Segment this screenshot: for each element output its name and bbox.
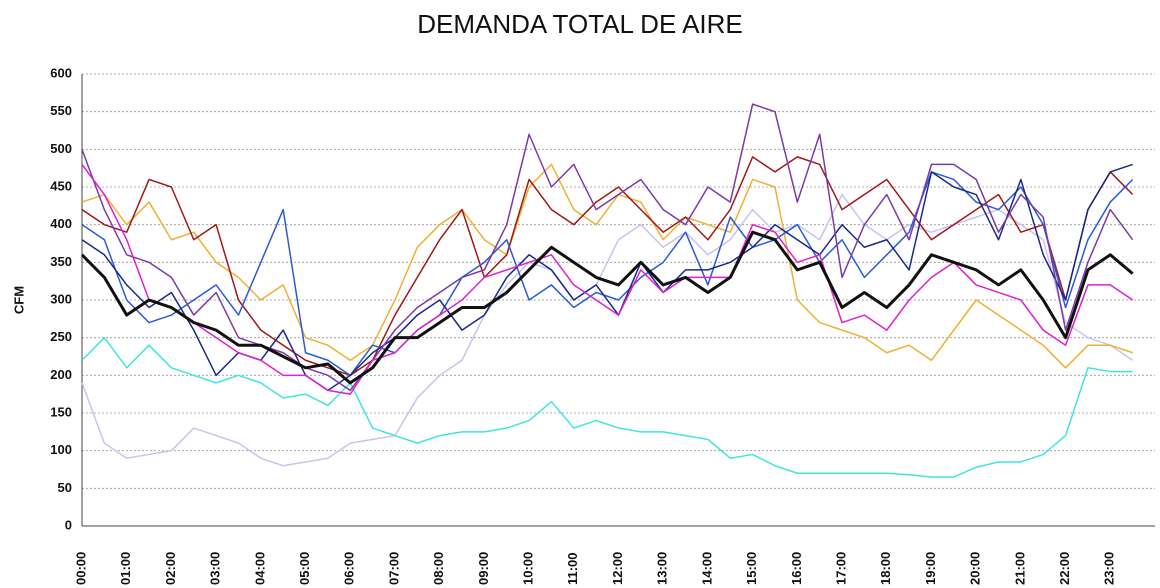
x-tick-label: 05:00 xyxy=(297,552,312,585)
x-tick-label: 03:00 xyxy=(208,552,223,585)
x-tick-label: 23:00 xyxy=(1102,552,1117,585)
x-tick-label: 00:00 xyxy=(73,552,88,585)
series-line xyxy=(81,156,1134,377)
chart-title: DEMANDA TOTAL DE AIRE xyxy=(417,9,743,39)
x-tick-label: 21:00 xyxy=(1012,552,1027,585)
series-line xyxy=(81,163,1133,369)
x-tick-label: 16:00 xyxy=(789,552,804,585)
x-tick-label: 08:00 xyxy=(431,552,446,585)
series-line xyxy=(81,103,1134,392)
series-line xyxy=(81,163,1134,395)
y-tick-label: 100 xyxy=(50,442,72,457)
series-line xyxy=(80,230,1134,385)
y-axis-label: CFM xyxy=(11,286,26,314)
x-tick-label: 04:00 xyxy=(252,552,267,585)
x-tick-label: 15:00 xyxy=(744,552,759,585)
series-line xyxy=(81,163,1133,392)
x-tick-label: 19:00 xyxy=(923,552,938,585)
y-tick-label: 150 xyxy=(50,404,72,419)
series-line xyxy=(81,193,1134,467)
x-tick-label: 06:00 xyxy=(342,552,357,585)
x-tick-label: 17:00 xyxy=(833,552,848,585)
x-tick-label: 13:00 xyxy=(655,552,670,585)
x-tick-label: 12:00 xyxy=(610,552,625,585)
series-line xyxy=(81,336,1133,478)
y-tick-label: 500 xyxy=(50,141,72,156)
y-tick-label: 250 xyxy=(50,329,72,344)
y-tick-label: 550 xyxy=(50,103,72,118)
x-tick-label: 20:00 xyxy=(968,552,983,585)
y-tick-label: 350 xyxy=(50,254,72,269)
y-tick-label: 50 xyxy=(58,480,72,495)
y-tick-label: 450 xyxy=(50,178,72,193)
x-tick-label: 02:00 xyxy=(163,552,178,585)
x-tick-label: 09:00 xyxy=(476,552,491,585)
series-line xyxy=(81,171,1134,377)
x-tick-label: 10:00 xyxy=(521,552,536,585)
y-tick-label: 600 xyxy=(50,65,72,80)
x-tick-label: 01:00 xyxy=(118,552,133,585)
y-tick-label: 200 xyxy=(50,367,72,382)
x-tick-label: 18:00 xyxy=(878,552,893,585)
y-tick-label: 400 xyxy=(50,216,72,231)
y-tick-label: 300 xyxy=(50,291,72,306)
x-tick-label: 11:00 xyxy=(565,552,580,585)
x-tick-label: 22:00 xyxy=(1057,552,1072,585)
y-tick-label: 0 xyxy=(65,517,72,532)
x-tick-label: 07:00 xyxy=(386,552,401,585)
x-tick-label: 14:00 xyxy=(699,552,714,585)
